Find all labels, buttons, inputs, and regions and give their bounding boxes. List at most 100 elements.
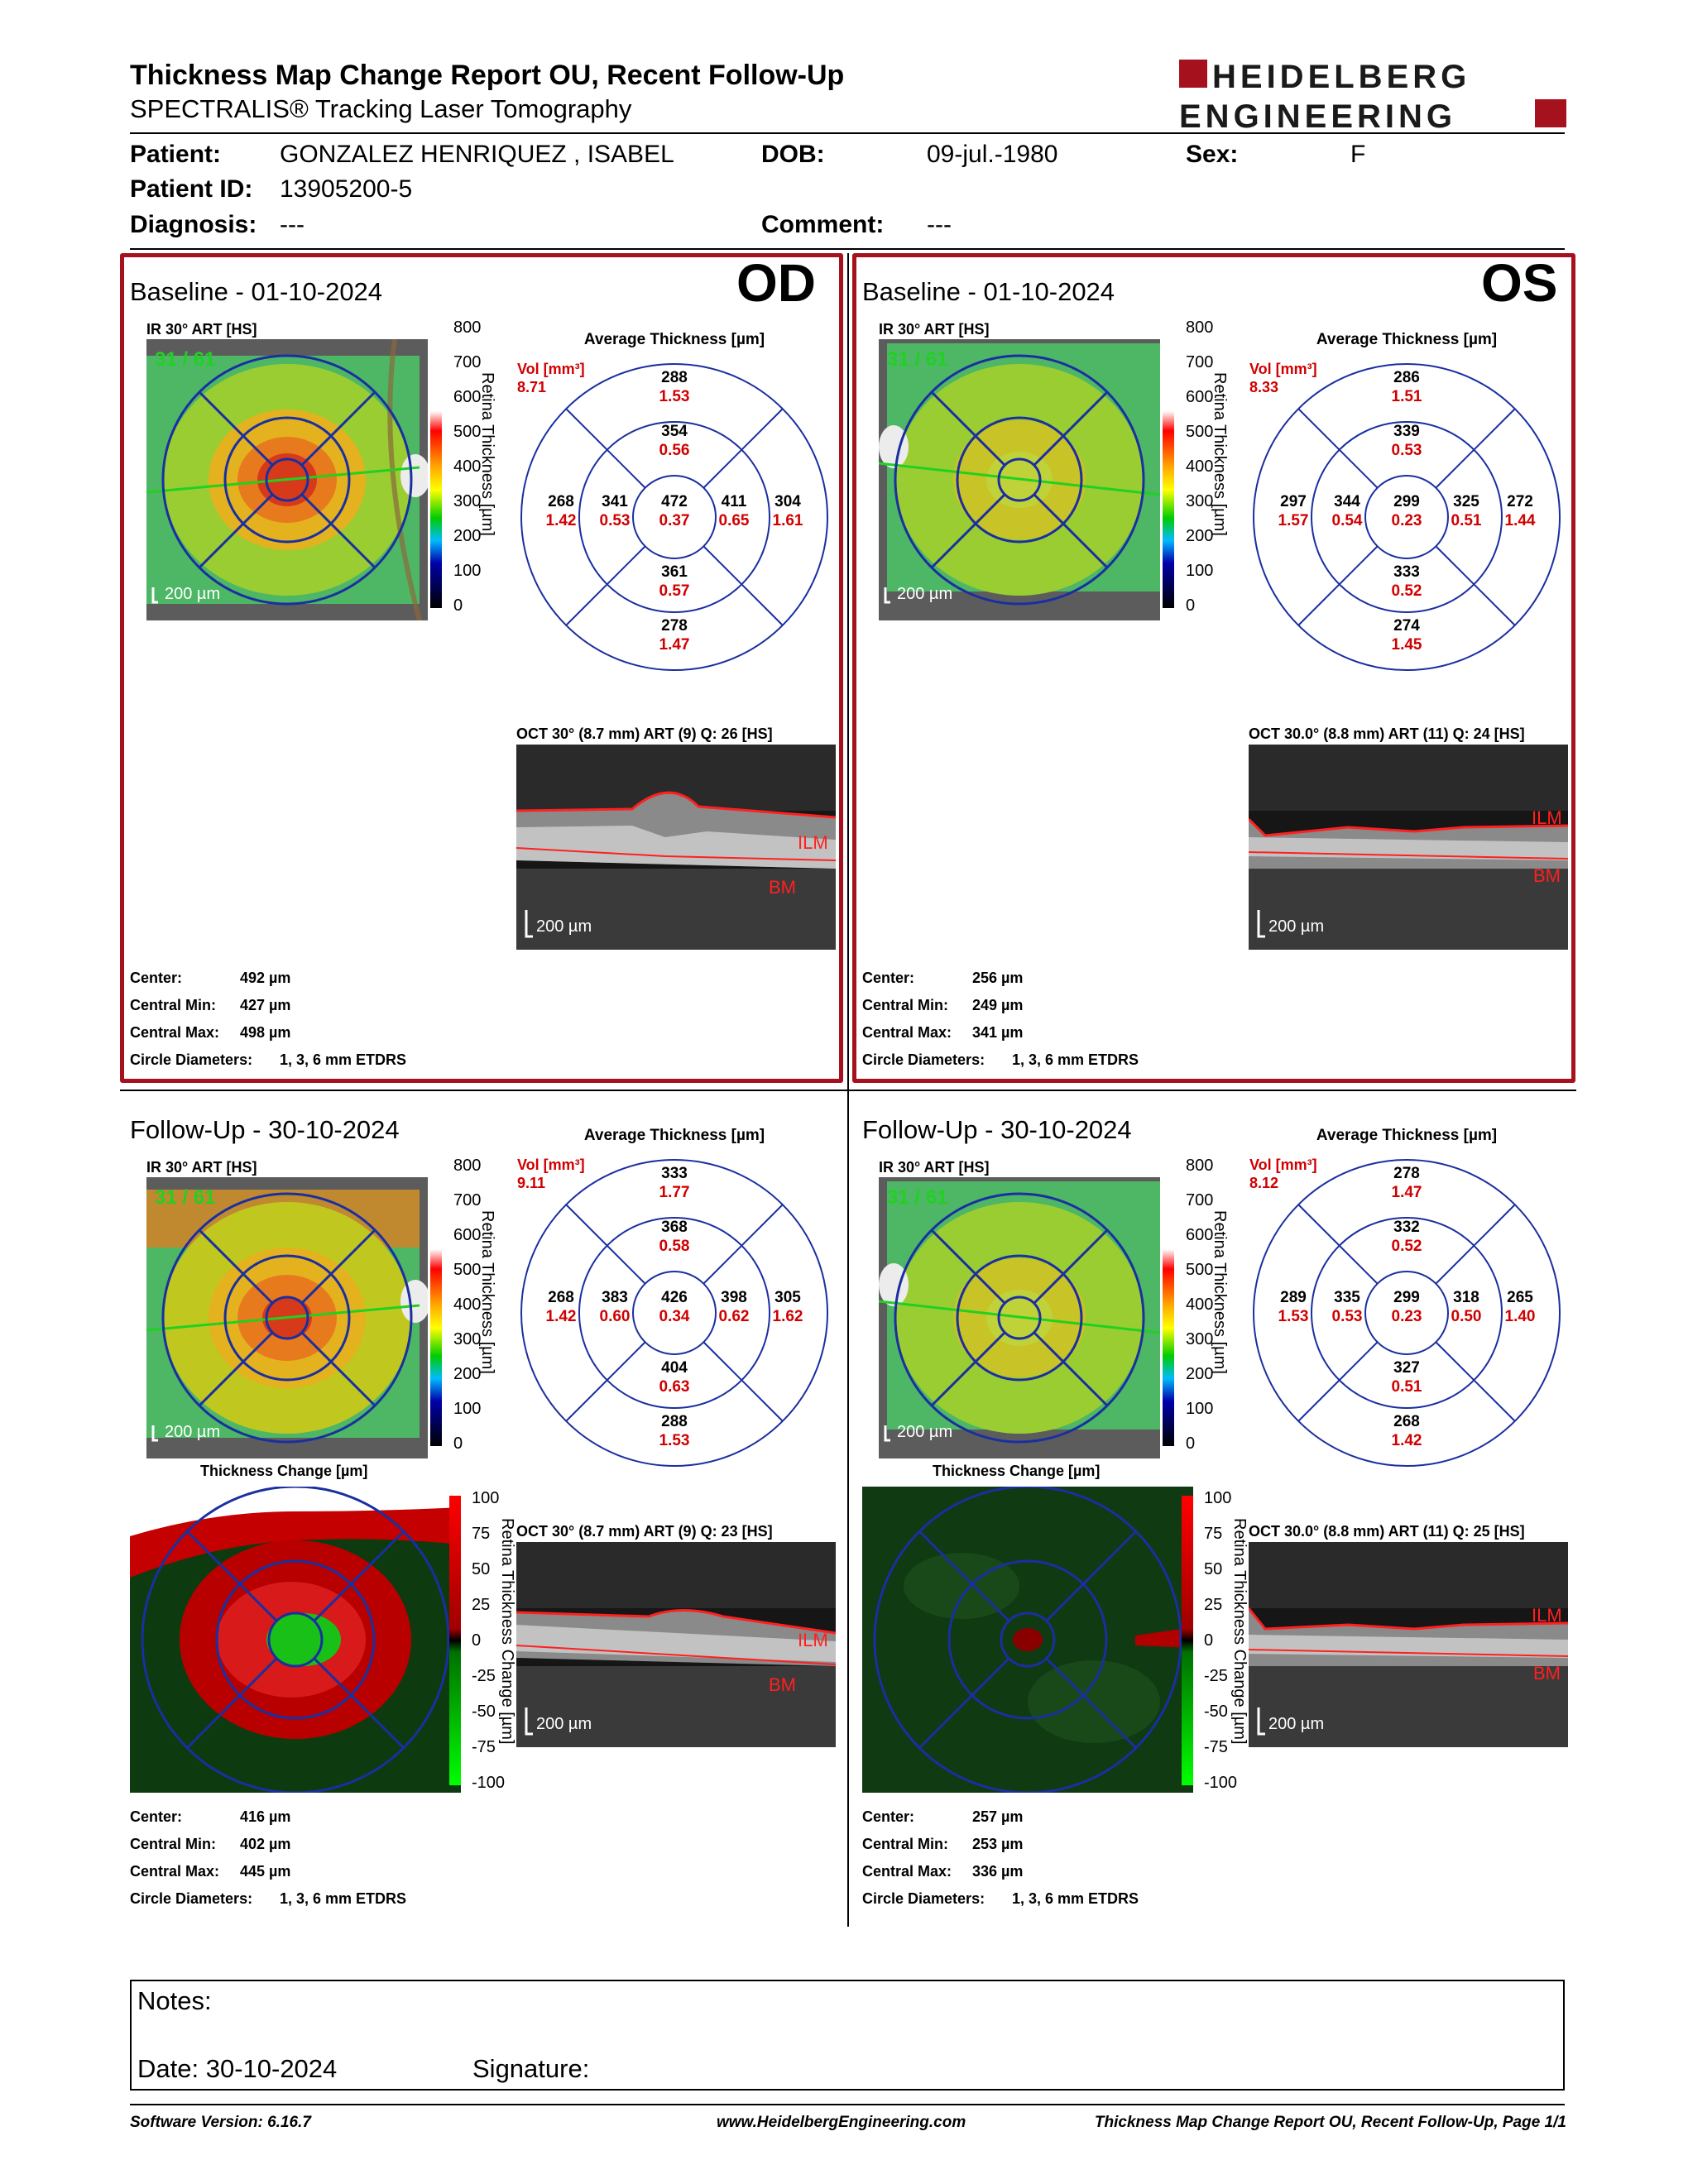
sector-volume: 1.44 (1504, 512, 1536, 529)
sector-thickness: 472 (661, 493, 688, 510)
change-tick: -75 (472, 1738, 496, 1756)
sector-volume: 0.53 (1391, 442, 1422, 459)
sector-temporal-outer: 289 1.53 (1260, 1288, 1326, 1326)
etdrs-grid: 288 1.53 354 0.56 268 1.42 341 0.53 472 0.37 … (517, 360, 832, 674)
ilm-label: ILM (1532, 807, 1562, 828)
scale-tick: 700 (1186, 1191, 1214, 1209)
sector-volume: 0.58 (659, 1238, 690, 1255)
svg-text:200 µm: 200 µm (897, 1423, 952, 1441)
change-tick: -50 (472, 1703, 496, 1721)
sector-volume: 0.52 (1391, 582, 1422, 600)
os-baseline-frame (852, 253, 1575, 1083)
sex-value: F (1350, 141, 1366, 168)
sector-thickness: 404 (661, 1359, 688, 1377)
sector-temporal-inner: 383 0.60 (582, 1288, 648, 1326)
sector-thickness: 327 (1393, 1359, 1420, 1377)
change-tick: -50 (1204, 1703, 1228, 1721)
sector-volume: 0.51 (1391, 1378, 1422, 1396)
central-min-value: 402 µm (240, 1836, 291, 1852)
center-label: Center: (862, 970, 915, 986)
sector-thickness: 304 (774, 493, 801, 510)
report-title: Thickness Map Change Report OU, Recent F… (130, 60, 845, 91)
sector-thickness: 426 (661, 1289, 688, 1306)
thickness-color-scale (430, 1165, 442, 1446)
avg-thickness-title: Average Thickness [µm] (583, 1127, 765, 1144)
vol-label: Vol [mm³] (517, 1157, 585, 1173)
change-tick: -100 (472, 1774, 506, 1792)
dob-label: DOB: (761, 141, 825, 168)
central-min-label: Central Min: (862, 1836, 949, 1852)
scalebar-label: 200 µm (536, 917, 592, 936)
bm-label: BM (1533, 865, 1561, 886)
sector-thickness: 354 (661, 423, 688, 440)
sector-superior-outer: 288 1.53 (641, 368, 707, 406)
central-min-label: Central Min: (862, 997, 949, 1013)
page-info: Thickness Map Change Report OU, Recent F… (1094, 2114, 1566, 2131)
vol-value: 8.71 (517, 379, 547, 395)
center-value: 492 µm (240, 970, 291, 986)
sector-inferior-inner: 404 0.63 (641, 1358, 707, 1396)
sector-volume: 1.42 (545, 1308, 577, 1325)
sector-volume: 0.51 (1451, 512, 1482, 529)
sector-superior-inner: 339 0.53 (1374, 422, 1440, 460)
report-subtitle: SPECTRALIS® Tracking Laser Tomography (130, 94, 632, 123)
central-max-label: Central Max: (862, 1863, 952, 1880)
svg-text:200 µm: 200 µm (165, 1423, 220, 1441)
notes-box[interactable]: Notes: Date: 30-10-2024 Signature: (130, 1980, 1565, 2091)
scale-tick: 600 (453, 388, 482, 406)
sector-thickness: 341 (602, 493, 628, 510)
scalebar-label: 200 µm (1268, 1715, 1324, 1733)
sector-inferior-outer: 274 1.45 (1374, 616, 1440, 654)
website-link[interactable]: www.HeidelbergEngineering.com (717, 2114, 966, 2131)
circle-diam-label: Circle Diameters: (130, 1051, 253, 1068)
scale-tick: 100 (453, 1400, 482, 1418)
svg-text:200 µm: 200 µm (165, 585, 220, 603)
oct-bscan: ILM BM 200 µm (516, 745, 836, 950)
vol-value: 8.12 (1249, 1175, 1279, 1191)
sector-thickness: 411 (721, 493, 747, 510)
date-label: Date: 30-10-2024 (137, 2054, 338, 2083)
sector-volume: 1.53 (1278, 1308, 1309, 1325)
fundus-thickness-map: 31 / 61 200 µm (879, 339, 1160, 620)
center-divider-bottom (847, 1090, 849, 1927)
sector-nasal-inner: 398 0.62 (701, 1288, 767, 1326)
volume-block: Vol [mm³] 8.33 (1249, 360, 1317, 396)
scale-tick: 700 (453, 1191, 482, 1209)
circle-diam-label: Circle Diameters: (862, 1051, 985, 1068)
sector-nasal-inner: 411 0.65 (701, 492, 767, 530)
scale-tick: 100 (453, 562, 482, 580)
change-tick: 75 (1204, 1525, 1223, 1543)
sector-inferior-inner: 327 0.51 (1374, 1358, 1440, 1396)
scale-tick: 0 (1186, 596, 1196, 615)
change-tick: -100 (1204, 1774, 1238, 1792)
sector-volume: 0.62 (718, 1308, 750, 1325)
section-title: Baseline - 01-10-2024 (862, 277, 1115, 306)
scale-tick: 500 (1186, 423, 1214, 441)
patient-name: GONZALEZ HENRIQUEZ , ISABEL (280, 141, 674, 168)
scale-axis-label: Retina Thickness [µm] (1211, 372, 1229, 536)
sector-thickness: 344 (1334, 493, 1360, 510)
change-axis-label: Retina Thickness Change [µm] (498, 1518, 516, 1745)
central-max-label: Central Max: (130, 1863, 220, 1880)
sector-volume: 0.23 (1391, 512, 1422, 529)
bm-label: BM (769, 877, 796, 898)
svg-text:31 / 61: 31 / 61 (887, 1186, 947, 1209)
vol-value: 9.11 (517, 1175, 546, 1191)
sector-thickness: 299 (1393, 1289, 1420, 1306)
sector-thickness: 289 (1280, 1289, 1307, 1306)
central-max-value: 498 µm (240, 1024, 291, 1041)
footer-rule (130, 2104, 1565, 2105)
ir-label: IR 30° ART [HS] (146, 321, 257, 338)
patient-rule (130, 248, 1565, 250)
change-color-scale (449, 1496, 461, 1785)
vol-label: Vol [mm³] (1249, 361, 1317, 377)
sector-volume: 0.57 (659, 582, 690, 600)
scale-tick: 800 (453, 1157, 482, 1175)
vol-label: Vol [mm³] (517, 361, 585, 377)
sector-thickness: 339 (1393, 423, 1420, 440)
avg-thickness-title: Average Thickness [µm] (1316, 331, 1498, 348)
sector-volume: 1.61 (772, 512, 803, 529)
sector-nasal-outer: 305 1.62 (755, 1288, 821, 1326)
avg-thickness-title: Average Thickness [µm] (1316, 1127, 1498, 1144)
scale-tick: 600 (1186, 388, 1214, 406)
